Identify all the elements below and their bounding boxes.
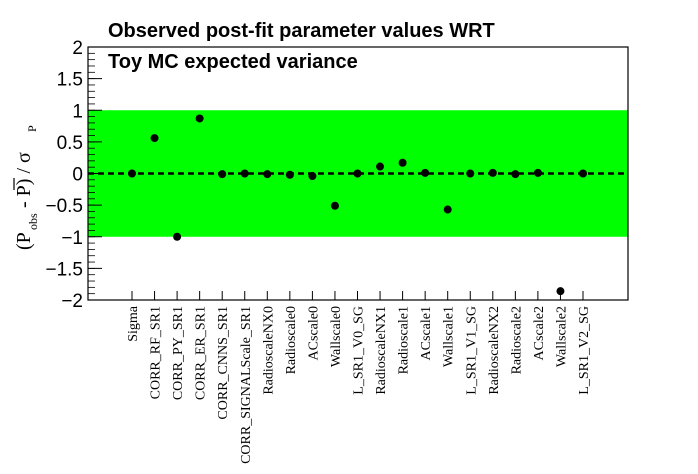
x-tick-label: CORR_ER_SR1 — [194, 306, 209, 400]
data-point — [353, 169, 362, 178]
x-tick-label: ACscale1 — [419, 306, 434, 360]
x-tick-label: ACscale2 — [532, 306, 547, 360]
data-point — [173, 232, 182, 241]
data-point — [263, 170, 272, 179]
data-point — [466, 169, 475, 178]
y-tick-label: 0.5 — [57, 133, 83, 154]
data-point — [511, 170, 520, 179]
data-point — [128, 169, 136, 178]
y-tick-label: 1.5 — [57, 70, 83, 91]
data-point — [443, 205, 452, 214]
data-point — [533, 168, 542, 177]
svg-text:P: P — [25, 125, 39, 132]
x-tick-label: CORR_SIGNALScale_SR1 — [239, 306, 254, 464]
y-tick-label: 1 — [72, 101, 83, 122]
x-axis: Sigma CORR_RF_SR1 CORR_PY_SR1 CORR_ER_SR1 CO… — [126, 291, 629, 464]
chart-title-line-1: Observed post-fit parameter values WRT — [108, 20, 495, 42]
data-point — [195, 114, 204, 123]
data-point — [556, 287, 565, 296]
x-tick-label: Radioscale2 — [509, 306, 524, 374]
data-point — [421, 168, 430, 177]
data-point — [376, 162, 385, 171]
y-tick-label: −1.5 — [45, 259, 83, 280]
y-axis: −2 −1.5 −1 −0.5 0 0.5 1 1.5 2 — [45, 38, 102, 312]
x-tick-label: L_SR1_V0_SG — [352, 306, 367, 395]
x-tick-label: Radioscale1 — [397, 306, 412, 374]
x-tick-label: RadioscaleNX1 — [374, 306, 389, 395]
x-tick-label: Wallscale2 — [554, 306, 569, 367]
svg-text:(P: (P — [13, 232, 35, 250]
data-point — [330, 201, 339, 210]
y-axis-label: (P obs - P) / σ P — [2, 60, 40, 260]
x-tick-label: CORR_PY_SR1 — [171, 306, 186, 400]
data-point — [488, 168, 497, 177]
data-point — [308, 172, 317, 181]
x-tick-label: RadioscaleNX0 — [261, 306, 276, 395]
chart-title-line-2: Toy MC expected variance — [108, 51, 358, 73]
x-tick-label: ACscale0 — [306, 306, 321, 360]
y-tick-label: −0.5 — [45, 196, 83, 217]
svg-text:- P) / σ: - P) / σ — [13, 152, 35, 208]
x-tick-label: Sigma — [126, 305, 141, 342]
data-point — [398, 158, 407, 167]
x-tick-label: Wallscale1 — [442, 306, 457, 367]
x-tick-label: Wallscale0 — [329, 306, 344, 367]
data-point — [218, 170, 227, 179]
x-tick-label: L_SR1_V2_SG — [577, 306, 592, 395]
y-tick-label: 2 — [72, 38, 83, 59]
x-tick-label: RadioscaleNX2 — [487, 306, 502, 395]
y-tick-label: −2 — [61, 291, 83, 312]
data-points — [128, 114, 587, 296]
data-point — [285, 170, 294, 179]
data-point — [240, 169, 249, 178]
data-point — [579, 169, 587, 178]
data-point — [150, 134, 159, 143]
x-tick-label: CORR_RF_SR1 — [149, 306, 164, 399]
x-tick-label: L_SR1_V1_SG — [464, 306, 479, 395]
x-tick-label: CORR_CNNS_SR1 — [216, 306, 231, 420]
y-tick-label: −1 — [61, 228, 83, 249]
y-tick-label: 0 — [72, 165, 83, 186]
y-axis-label-graphic: (P obs - P) / σ P — [13, 125, 40, 250]
x-tick-label: Radioscale0 — [284, 306, 299, 374]
svg-text:obs: obs — [26, 213, 40, 230]
